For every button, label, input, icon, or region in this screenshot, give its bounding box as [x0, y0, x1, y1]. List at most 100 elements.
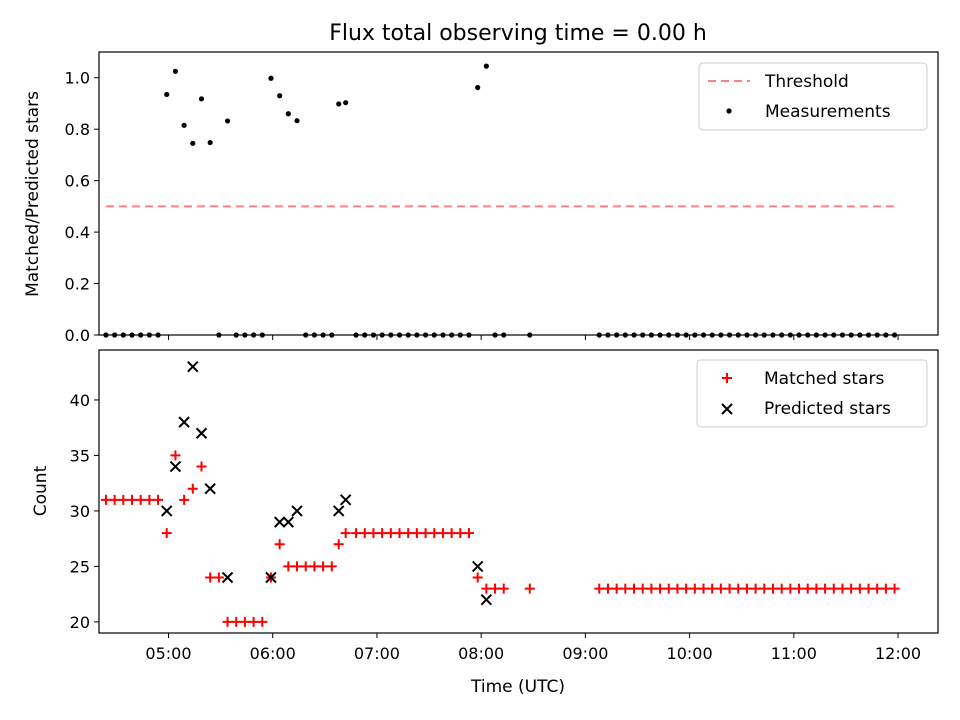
measurement-point: [164, 91, 170, 98]
measurement-point: [622, 332, 628, 338]
predicted-star-point: [480, 593, 493, 606]
matched-star-point: [741, 583, 752, 594]
measurement-point: [605, 332, 611, 338]
predicted-star-point: [291, 505, 303, 517]
predicted-star-point: [178, 416, 190, 428]
matched-star-point: [403, 528, 414, 539]
measurement-point: [753, 332, 759, 338]
matched-star-point: [655, 583, 666, 594]
measurement-point: [233, 332, 239, 338]
bottom-y-tick-label: 30: [70, 502, 90, 521]
matched-star-point: [846, 583, 857, 594]
matched-star-point: [437, 528, 448, 539]
measurement-point: [692, 332, 698, 338]
measurement-point: [414, 332, 420, 338]
top-y-tick-label: 1.0: [65, 69, 90, 88]
matched-star-point: [446, 528, 457, 539]
measurement-point: [761, 332, 767, 338]
measurement-point: [155, 332, 161, 338]
measurement-point: [857, 332, 863, 338]
measurement-point: [190, 140, 196, 146]
predicted-star-point: [265, 571, 277, 584]
measurement-point: [277, 93, 283, 99]
matched-star-point: [698, 583, 709, 594]
matched-star-point: [196, 461, 207, 472]
matched-star-point: [109, 494, 120, 505]
matched-star-point: [750, 583, 761, 594]
matched-star-point: [318, 561, 329, 572]
matched-star-point: [309, 561, 320, 572]
measurement-point: [362, 332, 368, 338]
x-tick-label: 08:00: [458, 644, 504, 663]
matched-star-point: [420, 528, 431, 539]
predicted-star-point: [204, 483, 216, 495]
x-tick-label: 09:00: [562, 644, 608, 663]
x-tick-label: 10:00: [667, 644, 713, 663]
matched-star-point: [707, 583, 718, 594]
matched-star-point: [333, 539, 344, 550]
matched-star-point: [394, 528, 405, 539]
measurement-point: [336, 101, 342, 107]
measurement-point: [822, 332, 828, 338]
top-legend: [698, 62, 928, 131]
matched-star-point: [153, 494, 164, 505]
measurement-point: [631, 332, 637, 338]
matched-star-point: [681, 583, 692, 594]
matched-star-point: [118, 494, 129, 505]
measurement-point: [839, 332, 846, 338]
top-y-tick-label: 0.8: [65, 120, 90, 139]
measurement-point: [303, 332, 309, 338]
matched-star-point: [257, 616, 268, 627]
legend-predicted-label: Predicted stars: [764, 399, 891, 419]
predicted-star-point: [221, 571, 234, 584]
predicted-star-point: [169, 460, 182, 473]
matched-star-point: [794, 583, 805, 594]
x-axis-label: Time (UTC): [470, 677, 565, 697]
measurement-point: [181, 122, 187, 128]
matched-star-point: [472, 572, 483, 583]
measurement-point: [250, 332, 257, 338]
measurement-point: [787, 332, 793, 338]
measurement-point: [405, 332, 411, 338]
predicted-star-point: [471, 560, 484, 573]
matched-star-point: [767, 583, 778, 594]
measurement-point: [744, 332, 750, 338]
measurement-point: [475, 84, 481, 91]
predicted-star-point: [195, 427, 208, 439]
bottom-plot-frame: [98, 349, 939, 634]
measurement-point: [138, 332, 144, 338]
matched-star-point: [170, 450, 181, 461]
measurement-point: [198, 96, 205, 102]
top-y-tick-label: 0.4: [65, 223, 90, 242]
measurement-point: [172, 68, 179, 74]
measurement-point: [396, 332, 403, 338]
measurement-point: [311, 332, 317, 338]
matched-star-point: [602, 583, 613, 594]
measurement-point: [353, 332, 359, 338]
matched-star-point: [872, 583, 883, 594]
matched-star-point: [359, 528, 370, 539]
matched-star-point: [326, 561, 337, 572]
matched-star-point: [828, 583, 839, 594]
top-plot-frame: [98, 51, 939, 336]
predicted-star-point: [187, 360, 199, 373]
measurement-point: [242, 332, 248, 338]
matched-star-point: [455, 528, 466, 539]
measurement-point: [216, 332, 222, 338]
matched-star-point: [715, 583, 726, 594]
measurement-point: [343, 100, 349, 106]
matched-star-point: [611, 583, 622, 594]
predicted-star-point: [282, 516, 295, 528]
matched-star-point: [481, 583, 492, 594]
matched-star-point: [411, 528, 422, 539]
measurement-point: [268, 75, 274, 81]
predicted-star-point: [333, 505, 345, 517]
matched-star-point: [161, 528, 172, 539]
measurement-point: [865, 332, 872, 338]
legend-matched-swatch: [722, 373, 732, 383]
bottom-legend: [696, 359, 928, 428]
matched-star-point: [340, 528, 351, 539]
matched-star-point: [802, 583, 813, 594]
matched-star-point: [524, 583, 535, 594]
measurement-point: [285, 111, 291, 117]
